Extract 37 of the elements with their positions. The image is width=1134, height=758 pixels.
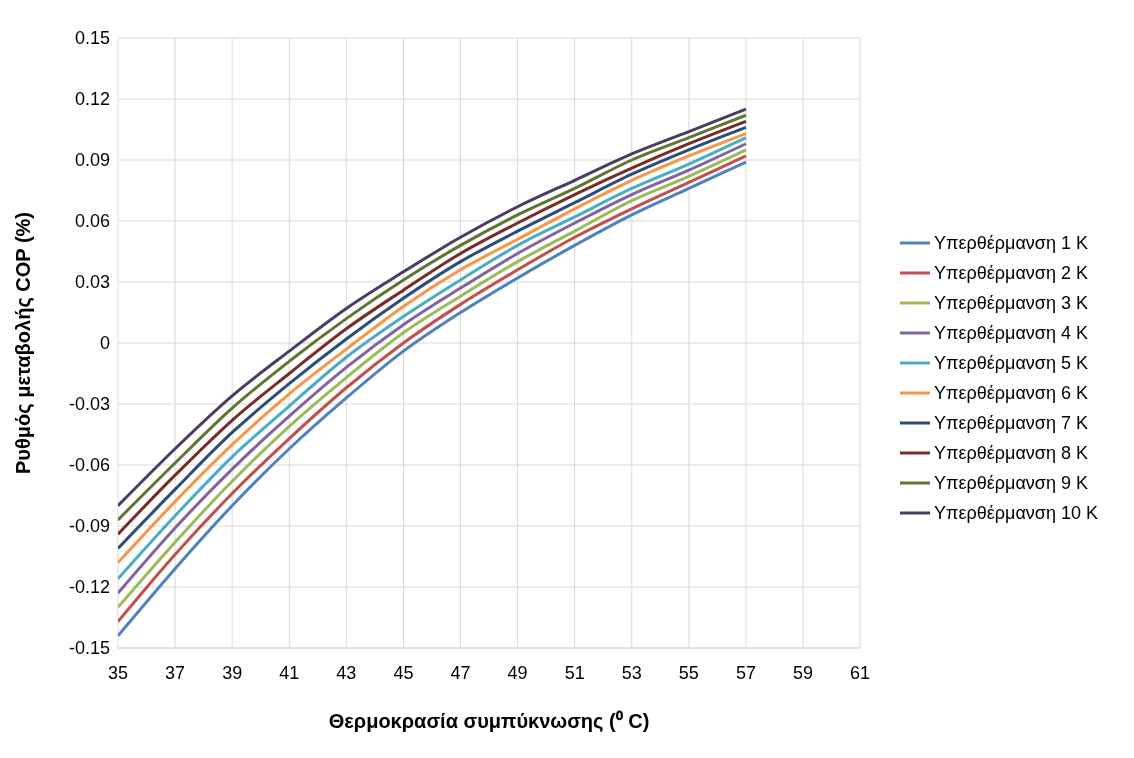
y-tick-label: 0.12 bbox=[74, 89, 110, 110]
x-tick-label: 61 bbox=[850, 662, 871, 683]
x-tick-label: 37 bbox=[165, 662, 186, 683]
legend-label: Υπερθέρμανση 8 K bbox=[934, 442, 1088, 465]
y-tick-label: 0 bbox=[99, 333, 110, 354]
y-tick-label: -0.09 bbox=[68, 516, 110, 537]
legend-label: Υπερθέρμανση 5 K bbox=[934, 352, 1088, 375]
x-tick-label: 59 bbox=[793, 662, 814, 683]
y-axis-title: Ρυθμός μεταβολής COP (%) bbox=[12, 212, 35, 474]
x-tick-label: 43 bbox=[336, 662, 357, 683]
y-tick-label: 0.06 bbox=[74, 211, 110, 232]
legend-label: Υπερθέρμανση 1 K bbox=[934, 232, 1088, 255]
y-tick-label: -0.15 bbox=[68, 638, 110, 659]
legend-label: Υπερθέρμανση 2 K bbox=[934, 262, 1088, 285]
x-tick-label: 39 bbox=[222, 662, 243, 683]
x-tick-label: 41 bbox=[279, 662, 300, 683]
x-tick-label: 53 bbox=[621, 662, 642, 683]
x-tick-label: 47 bbox=[450, 662, 471, 683]
x-axis-title: Θερμοκρασία συμπύκνωσης (⁰ C) bbox=[328, 710, 650, 732]
y-tick-label: 0.03 bbox=[74, 272, 110, 293]
y-tick-label: 0.15 bbox=[74, 28, 110, 49]
y-tick-label: 0.09 bbox=[74, 150, 110, 171]
legend-label: Υπερθέρμανση 4 K bbox=[934, 322, 1088, 345]
y-tick-label: -0.12 bbox=[68, 577, 110, 598]
y-tick-label: -0.03 bbox=[68, 394, 110, 415]
legend-label: Υπερθέρμανση 7 K bbox=[934, 412, 1088, 435]
x-tick-label: 49 bbox=[507, 662, 528, 683]
x-tick-label: 35 bbox=[107, 662, 129, 683]
x-tick-label: 45 bbox=[393, 662, 414, 683]
legend-label: Υπερθέρμανση 6 K bbox=[934, 382, 1088, 405]
y-tick-label: -0.06 bbox=[68, 455, 110, 476]
legend-label: Υπερθέρμανση 10 K bbox=[934, 502, 1098, 525]
legend-label: Υπερθέρμανση 9 K bbox=[934, 472, 1088, 495]
x-tick-label: 51 bbox=[564, 662, 585, 683]
x-tick-label: 55 bbox=[678, 662, 699, 683]
legend-label: Υπερθέρμανση 3 K bbox=[934, 292, 1088, 315]
x-tick-label: 57 bbox=[735, 662, 756, 683]
